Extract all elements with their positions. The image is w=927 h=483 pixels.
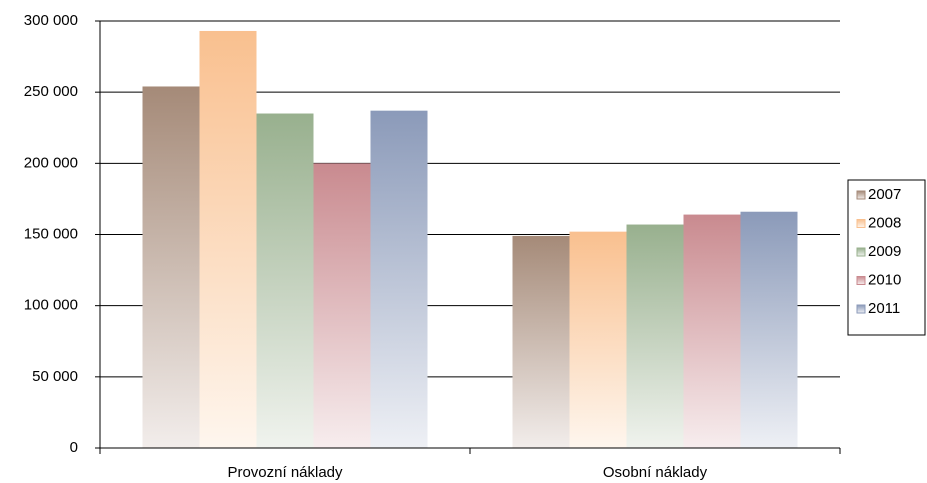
legend-swatch — [856, 304, 866, 314]
y-tick-label: 150 000 — [24, 225, 78, 242]
legend-swatch — [856, 219, 866, 228]
bar — [683, 214, 741, 448]
bar — [740, 211, 798, 448]
bar — [569, 231, 627, 448]
legend-swatch — [856, 247, 866, 257]
y-tick-label: 0 — [70, 439, 78, 456]
y-tick-label: 100 000 — [24, 297, 78, 314]
legend-label: 2010 — [868, 271, 901, 288]
x-tick-label: Osobní náklady — [603, 464, 708, 481]
bar — [256, 113, 314, 449]
y-tick-label: 200 000 — [24, 154, 78, 171]
legend-label: 2009 — [868, 243, 901, 260]
bar — [142, 86, 200, 449]
x-tick-label: Provozní náklady — [227, 464, 343, 481]
y-tick-label: 300 000 — [24, 12, 78, 29]
legend-swatch — [856, 276, 866, 285]
bar — [512, 235, 570, 448]
bar — [313, 163, 371, 449]
y-tick-label: 250 000 — [24, 83, 78, 100]
legend-swatch — [856, 190, 866, 200]
y-tick-label: 50 000 — [32, 368, 78, 385]
legend-label: 2011 — [868, 300, 900, 317]
legend-label: 2008 — [868, 214, 901, 231]
bar — [626, 224, 684, 448]
bar — [370, 110, 428, 449]
bar — [199, 30, 257, 449]
legend-label: 2007 — [868, 186, 901, 203]
